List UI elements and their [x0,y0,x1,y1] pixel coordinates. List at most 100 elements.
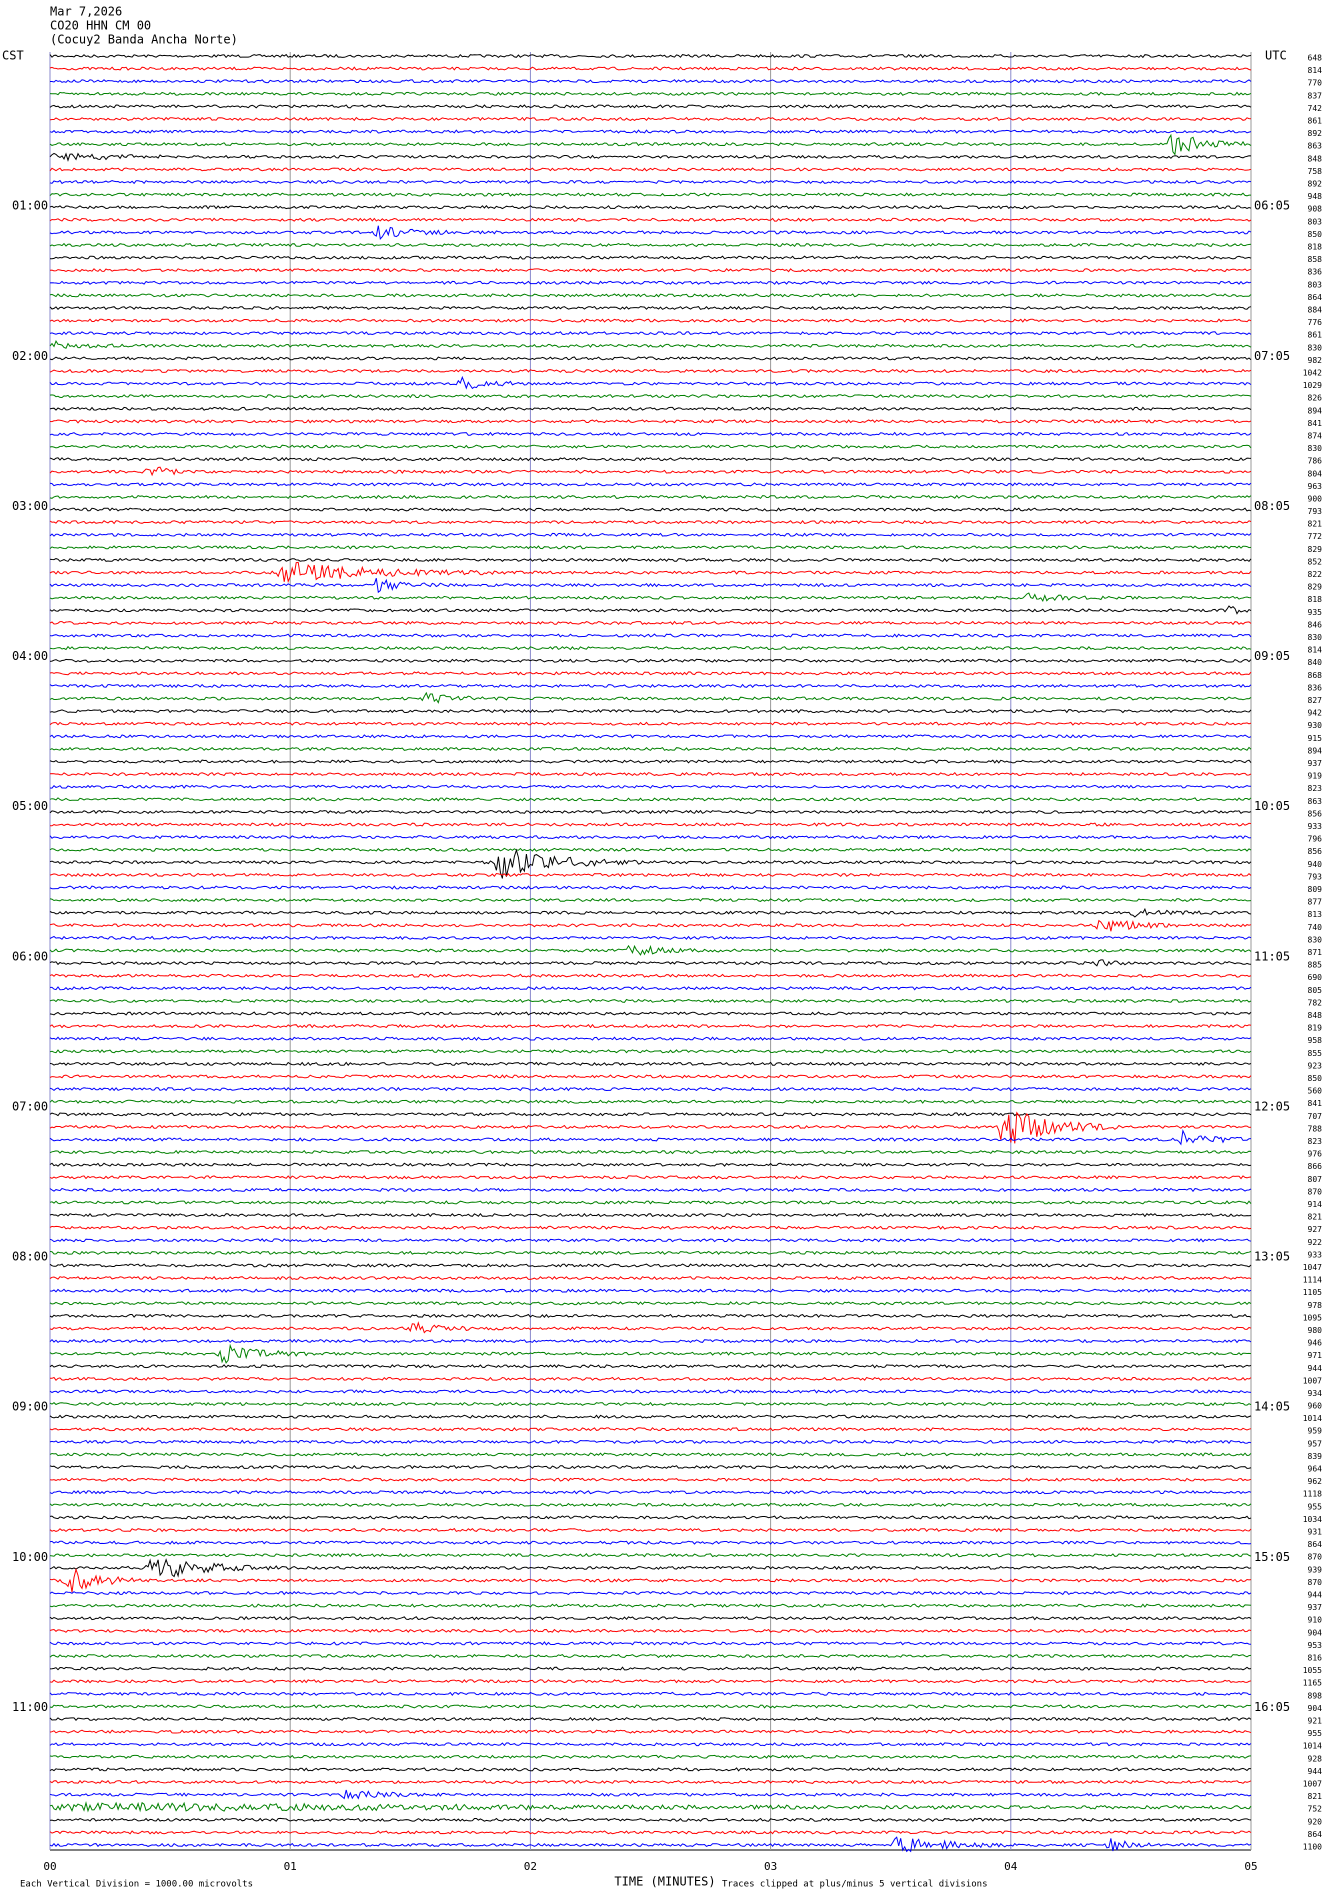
trace-label: 885 [1308,961,1323,970]
trace-label: 964 [1308,1465,1323,1474]
trace-label: 955 [1308,1502,1323,1511]
trace-label: 809 [1308,885,1323,894]
trace [49,1250,1252,1256]
trace-label: 840 [1308,658,1323,667]
trace-label: 874 [1308,431,1323,440]
trace [49,1553,1252,1558]
trace [49,406,1252,411]
trace-label: 920 [1308,1817,1323,1826]
trace-label: 829 [1308,583,1323,592]
trace-label: 803 [1308,280,1323,289]
trace [49,532,1252,537]
trace [49,1427,1252,1432]
trace [49,1099,1252,1104]
trace-label: 1047 [1303,1263,1322,1272]
trace-label: 823 [1308,1137,1323,1146]
trace [49,205,1252,210]
left-time-label: 05:00 [12,799,48,813]
trace [49,1364,1252,1369]
trace [49,1049,1252,1054]
right-time-label: 11:05 [1254,949,1290,963]
left-axis-label: CST [2,49,24,63]
trace [49,375,1252,390]
x-tick-label: 00 [43,1860,56,1873]
trace [49,545,1252,550]
trace-label: 807 [1308,1175,1323,1184]
trace [49,179,1252,185]
trace-label: 814 [1308,646,1323,655]
right-time-label: 09:05 [1254,649,1290,663]
trace-label: 870 [1308,1187,1323,1196]
trace-label: 962 [1308,1477,1323,1486]
trace-label: 934 [1308,1389,1323,1398]
trace [49,1527,1252,1533]
left-time-label: 09:00 [12,1400,48,1414]
trace [49,1628,1252,1633]
trace-label: 829 [1308,545,1323,554]
trace-label: 816 [1308,1654,1323,1663]
right-time-label: 13:05 [1254,1250,1290,1264]
trace [49,1112,1252,1117]
left-time-label: 07:00 [12,1099,48,1113]
trace-label: 894 [1308,746,1323,755]
trace [49,1716,1252,1722]
trace-label: 1114 [1303,1276,1322,1285]
trace [49,734,1252,739]
right-time-label: 08:05 [1254,499,1290,513]
trace-label: 864 [1308,1540,1323,1549]
trace-label: 894 [1308,406,1323,415]
trace [49,885,1252,890]
right-time-label: 10:05 [1254,799,1290,813]
trace-label: 863 [1308,797,1323,806]
trace-label: 915 [1308,734,1323,743]
trace [49,691,1252,704]
left-time-label: 11:00 [12,1700,48,1714]
subtitle: CO20 HHN CM 00 [50,19,151,33]
trace-label: 837 [1308,91,1323,100]
left-time-label: 03:00 [12,499,48,513]
trace [49,1742,1252,1747]
trace-label: 648 [1308,54,1323,63]
trace [49,633,1252,638]
trace-label: 1100 [1303,1843,1322,1852]
trace-label: 793 [1308,507,1323,516]
trace [49,1401,1252,1407]
trace-label: 861 [1308,116,1323,125]
right-time-label: 12:05 [1254,1099,1290,1113]
trace-label: 830 [1308,444,1323,453]
trace-label: 923 [1308,1061,1323,1070]
trace [49,1149,1252,1155]
trace [49,356,1252,361]
x-tick-label: 01 [284,1860,297,1873]
trace [49,242,1252,248]
trace [49,1036,1252,1041]
trace-label: 908 [1308,205,1323,214]
trace-label: 898 [1308,1691,1323,1700]
trace [49,129,1252,134]
trace-label: 1118 [1303,1490,1322,1499]
trace-label: 960 [1308,1402,1323,1411]
x-tick-label: 03 [764,1860,777,1873]
trace [50,986,1252,991]
trace [49,797,1252,802]
x-tick-label: 04 [1004,1860,1018,1873]
trace-label: 560 [1308,1087,1323,1096]
trace-label: 782 [1308,998,1323,1007]
trace [49,1225,1252,1230]
trace [49,268,1252,273]
trace [49,1540,1252,1545]
trace [49,457,1252,462]
right-time-label: 15:05 [1254,1550,1290,1564]
trace-label: 1055 [1303,1666,1322,1675]
trace [49,1666,1252,1671]
trace-label: 939 [1308,1565,1323,1574]
trace [49,1321,1252,1334]
trace [49,1779,1252,1785]
trace [49,1212,1252,1218]
trace-label: 821 [1308,520,1323,529]
trace-label: 1095 [1303,1313,1322,1322]
trace [49,759,1252,764]
trace-label: 793 [1308,872,1323,881]
trace [49,721,1252,726]
